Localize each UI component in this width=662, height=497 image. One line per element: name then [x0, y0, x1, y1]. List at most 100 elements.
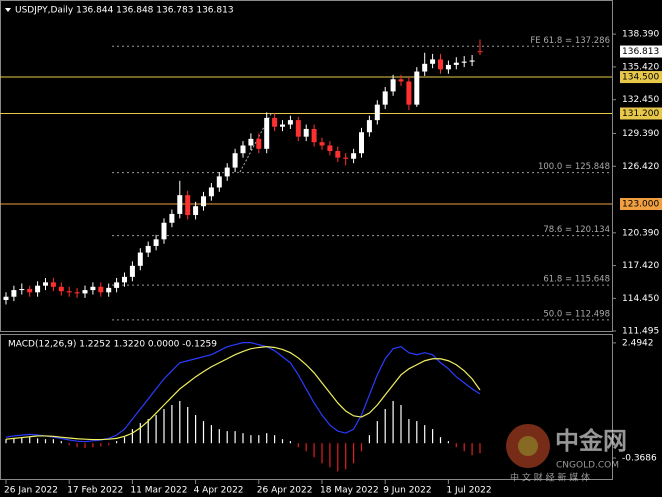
candle-body — [414, 71, 420, 105]
candle-body — [169, 213, 175, 223]
candle-body — [43, 282, 48, 286]
header-arrow — [5, 8, 11, 12]
candle-body — [145, 245, 151, 253]
y-tick-label: 138.390 — [622, 30, 659, 40]
candle-body — [137, 252, 143, 266]
y-tick-label: 111.495 — [622, 327, 659, 337]
candle-body — [287, 120, 293, 125]
candle-body — [374, 104, 380, 121]
candle-body — [311, 128, 317, 143]
candle-body — [438, 59, 443, 70]
candle-body — [185, 195, 191, 216]
y-tick-label: 120.390 — [622, 228, 659, 238]
candle-body — [422, 63, 428, 72]
candle-body — [50, 282, 56, 287]
candle-body — [382, 91, 388, 105]
x-tick-label: 26 Apr 2022 — [257, 486, 313, 496]
candle-body — [27, 288, 33, 293]
x-tick-label: 18 May 2022 — [320, 486, 379, 496]
macd-tick-label: -0.3686 — [622, 454, 657, 464]
candle-body — [445, 64, 451, 70]
fib-label: 61.8 = 115.648 — [543, 275, 610, 285]
price-box — [620, 45, 662, 58]
candle-body — [295, 120, 301, 137]
candle-body — [208, 187, 214, 197]
price-label: 136.813 — [622, 47, 659, 57]
candle-body — [224, 167, 230, 177]
candle-body — [343, 157, 349, 159]
candle-body — [129, 265, 135, 277]
watermark-logo: 中金网 — [555, 427, 627, 455]
candle-body — [477, 51, 483, 53]
x-tick-label: 17 Feb 2022 — [67, 486, 123, 496]
level-label: 123.000 — [622, 200, 659, 210]
macd-line — [5, 342, 481, 443]
y-tick-label: 129.390 — [622, 129, 659, 139]
level-box — [620, 198, 662, 211]
x-tick-label: 26 Jan 2022 — [4, 486, 58, 496]
candle-body — [240, 145, 246, 154]
fib-label: 100.0 = 125.848 — [538, 162, 610, 172]
candle-body — [390, 79, 396, 92]
candle-body — [19, 288, 25, 291]
candle-body — [58, 286, 64, 292]
macd-line — [5, 346, 481, 441]
level-label: 131.200 — [622, 109, 659, 119]
candle-body — [232, 153, 238, 168]
fib-label: FE 61.8 = 137.286 — [530, 36, 610, 46]
candle-body — [114, 282, 120, 288]
macd-title: MACD(12,26,9) 1.2252 1.3220 0.0000 -0.12… — [8, 340, 217, 350]
x-tick-label: 4 Apr 2022 — [194, 486, 244, 496]
x-tick-label: 9 Jun 2022 — [383, 486, 431, 496]
candle-body — [398, 79, 404, 82]
watermark-logo-inner — [518, 436, 538, 456]
candle-body — [351, 153, 357, 159]
y-tick-label: 114.450 — [622, 294, 659, 304]
level-box — [620, 107, 662, 120]
candle-body — [256, 138, 262, 149]
candle-body — [74, 292, 80, 294]
candle-body — [122, 276, 127, 283]
x-tick-label: 11 Mar 2022 — [130, 486, 187, 496]
y-tick-label: 117.420 — [622, 261, 659, 271]
candle-body — [264, 117, 270, 149]
candle-body — [366, 120, 372, 133]
candle-body — [319, 142, 325, 146]
candle-body — [3, 296, 9, 301]
candle-body — [177, 195, 183, 214]
y-tick-label: 135.420 — [622, 62, 659, 72]
candle-body — [201, 196, 206, 207]
candle-body — [430, 59, 436, 64]
macd-frame — [0, 334, 613, 480]
candle-body — [272, 117, 278, 127]
candle-body — [90, 286, 96, 291]
candle-body — [280, 124, 285, 127]
candle-body — [327, 145, 333, 152]
candle-body — [153, 239, 159, 246]
level-box — [620, 71, 662, 84]
candle-body — [82, 290, 88, 294]
fib-label: 78.6 = 120.134 — [543, 225, 610, 235]
candle-body — [461, 61, 467, 63]
header: USDJPY,Daily 136.844 136.848 136.783 136… — [15, 6, 234, 16]
level-label: 134.500 — [622, 73, 659, 83]
y-tick-label: 126.420 — [622, 162, 659, 172]
watermark-slogan: 中 文 财 经 新 媒 体 — [510, 472, 590, 484]
candle-body — [106, 287, 112, 293]
candle-body — [248, 138, 254, 146]
candle-body — [359, 132, 364, 154]
candle-body — [193, 206, 199, 216]
y-tick-label: 132.450 — [622, 95, 659, 105]
candle-body — [11, 290, 17, 297]
candle-body — [161, 222, 167, 240]
candle-body — [66, 291, 72, 293]
candle-body — [303, 128, 309, 137]
watermark-group — [506, 424, 550, 468]
x-tick-label: 1 Jul 2022 — [446, 486, 491, 496]
candle-body — [469, 60, 475, 62]
candle-body — [216, 176, 222, 188]
fib-label: 50.0 = 112.498 — [543, 309, 610, 319]
candle-body — [406, 81, 412, 105]
